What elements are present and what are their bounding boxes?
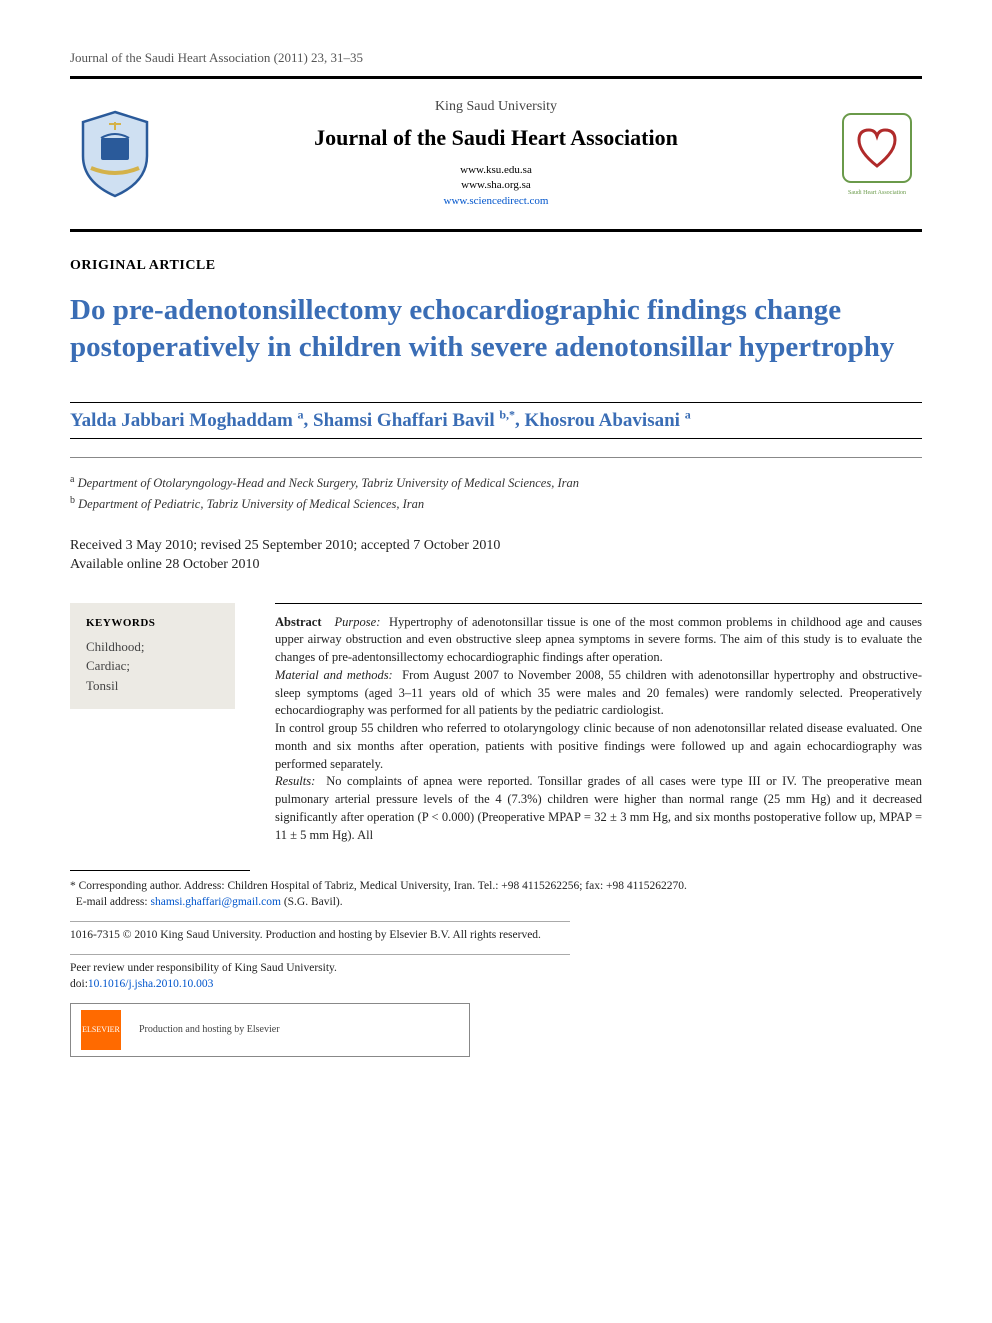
article-dates: Received 3 May 2010; revised 25 Septembe… <box>70 536 922 575</box>
purpose-label: Purpose: <box>335 615 381 629</box>
svg-text:Saudi Heart Association: Saudi Heart Association <box>848 190 906 196</box>
journal-urls: www.ksu.edu.sa www.sha.org.sa www.scienc… <box>160 163 832 209</box>
keywords-box: KEYWORDS Childhood; Cardiac; Tonsil <box>70 603 235 710</box>
keyword-3: Tonsil <box>86 676 219 696</box>
dates-received: Received 3 May 2010; revised 25 Septembe… <box>70 536 922 556</box>
abstract-label: Abstract <box>275 615 322 629</box>
header-bottom-divider <box>70 229 922 232</box>
doi-label: doi: <box>70 978 88 990</box>
footnote-rule-2 <box>70 954 570 955</box>
abstract-text: Abstract Purpose: Hypertrophy of adenoto… <box>275 614 922 845</box>
abstract-column: Abstract Purpose: Hypertrophy of adenoto… <box>275 603 922 845</box>
email-label: E-mail address: <box>76 896 148 908</box>
journal-name: Journal of the Saudi Heart Association <box>160 125 832 151</box>
author-1: Yalda Jabbari Moghaddam a <box>70 410 304 431</box>
methods-text-2: In control group 55 children who referre… <box>275 720 922 773</box>
email-link[interactable]: shamsi.ghaffari@gmail.com <box>150 896 280 908</box>
authors-line: Yalda Jabbari Moghaddam a, Shamsi Ghaffa… <box>70 407 922 431</box>
url-sha[interactable]: www.sha.org.sa <box>160 178 832 193</box>
article-title: Do pre-adenotonsillectomy echocardiograp… <box>70 292 922 366</box>
publisher-name: King Saud University <box>160 99 832 115</box>
header-center: King Saud University Journal of the Saud… <box>160 99 832 209</box>
doi-link[interactable]: 10.1016/j.jsha.2010.10.003 <box>88 978 214 990</box>
copyright-notice: 1016-7315 © 2010 King Saud University. P… <box>70 928 922 944</box>
url-sciencedirect[interactable]: www.sciencedirect.com <box>160 194 832 209</box>
author-3: Khosrou Abavisani a <box>525 410 691 431</box>
journal-reference: Journal of the Saudi Heart Association (… <box>70 50 922 66</box>
abstract-top-rule <box>275 603 922 604</box>
keyword-2: Cardiac; <box>86 656 219 676</box>
results-text: No complaints of apnea were reported. To… <box>275 774 922 841</box>
footnote-divider <box>70 870 250 871</box>
peer-review-doi: Peer review under responsibility of King… <box>70 961 922 993</box>
authors-divider <box>70 438 922 439</box>
elsevier-logo: ELSEVIER <box>81 1010 121 1050</box>
university-logo <box>70 104 160 204</box>
footnotes: * Corresponding author. Address: Childre… <box>70 879 922 1056</box>
article-type: ORIGINAL ARTICLE <box>70 258 922 274</box>
results-label: Results: <box>275 774 315 788</box>
title-divider <box>70 402 922 403</box>
affiliation-divider <box>70 457 922 458</box>
keywords-list: Childhood; Cardiac; Tonsil <box>86 637 219 696</box>
corresponding-author: * Corresponding author. Address: Childre… <box>70 879 922 911</box>
journal-header: King Saud University Journal of the Saud… <box>70 87 922 221</box>
association-logo: Saudi Heart Association <box>832 104 922 204</box>
elsevier-badge: ELSEVIER Production and hosting by Elsev… <box>70 1003 470 1057</box>
affiliation-b: b Department of Pediatric, Tabriz Univer… <box>70 493 922 514</box>
keywords-heading: KEYWORDS <box>86 617 219 629</box>
footnote-rule-1 <box>70 921 570 922</box>
affiliations: a Department of Otolaryngology-Head and … <box>70 472 922 514</box>
email-suffix: (S.G. Bavil). <box>284 896 343 908</box>
abstract-section: KEYWORDS Childhood; Cardiac; Tonsil Abst… <box>70 603 922 845</box>
author-2: Shamsi Ghaffari Bavil b,* <box>313 410 515 431</box>
methods-label: Material and methods: <box>275 668 393 682</box>
elsevier-text: Production and hosting by Elsevier <box>139 1023 280 1037</box>
url-ksu[interactable]: www.ksu.edu.sa <box>160 163 832 178</box>
dates-online: Available online 28 October 2010 <box>70 555 922 575</box>
affiliation-a: a Department of Otolaryngology-Head and … <box>70 472 922 493</box>
keyword-1: Childhood; <box>86 637 219 657</box>
top-divider <box>70 76 922 79</box>
